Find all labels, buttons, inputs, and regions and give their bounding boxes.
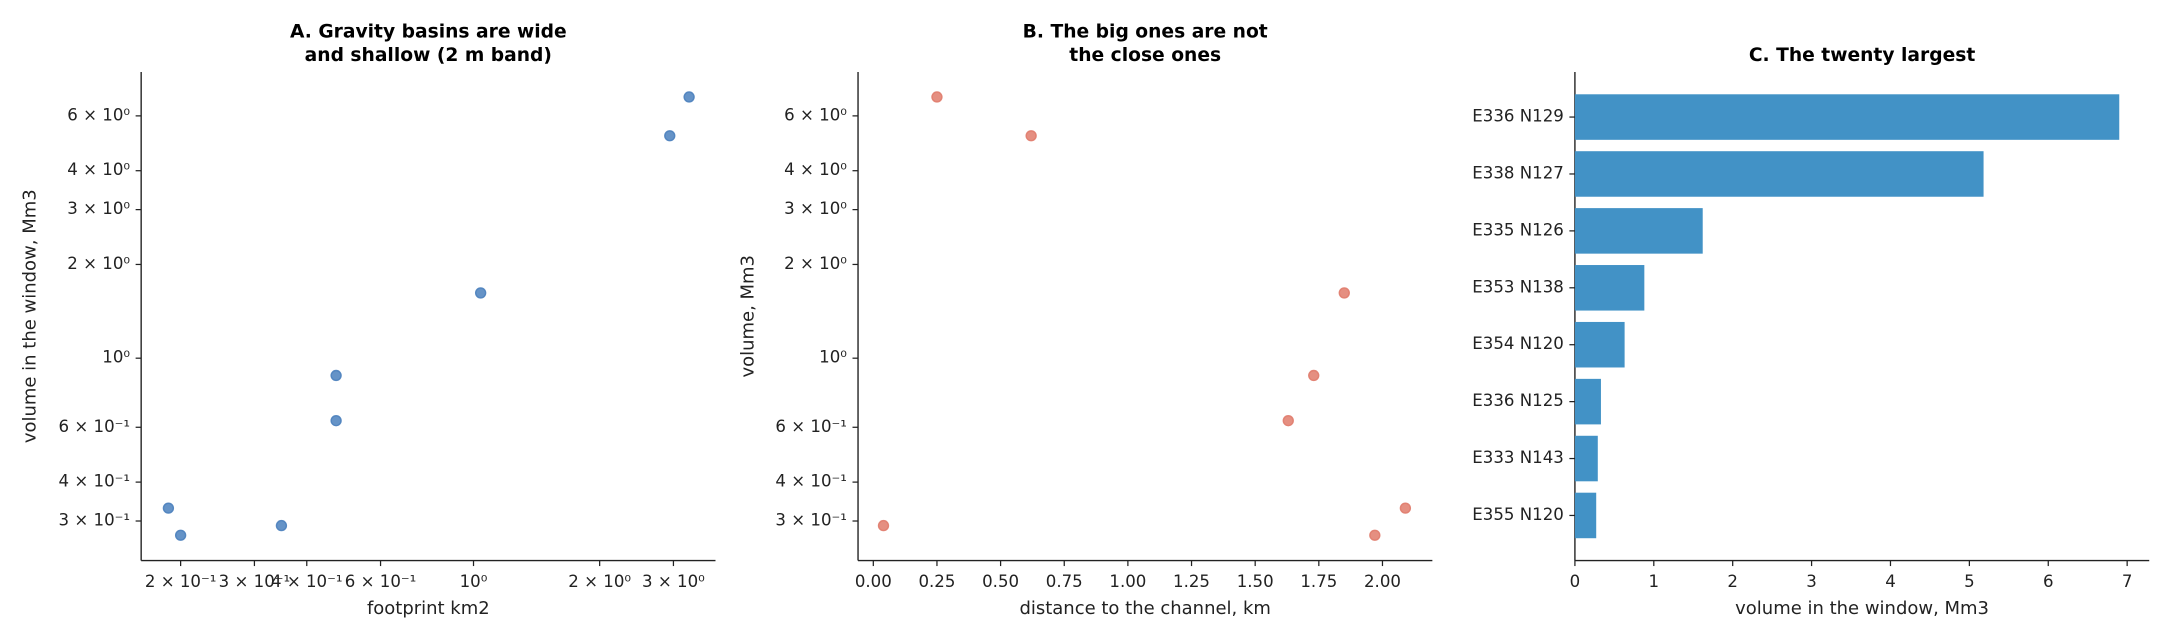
x-tick-label: 10⁰ — [460, 572, 488, 591]
y-tick-label: 4 × 10⁻¹ — [775, 472, 847, 491]
y-tick-label: E336 N125 — [1472, 391, 1564, 410]
point — [174, 529, 187, 541]
bar — [1574, 492, 1597, 539]
x-axis-label: footprint km2 — [367, 598, 490, 619]
y-axis-label: volume in the window, Mm3 — [19, 189, 40, 443]
x-tick-label: 0.00 — [855, 572, 892, 591]
point — [664, 130, 676, 142]
chart-title: B. The big ones are not — [1023, 21, 1268, 42]
y-axis-label: volume, Mm3 — [738, 255, 759, 378]
x-axis-label: volume in the window, Mm3 — [1735, 598, 1989, 619]
x-tick-label: 1 — [1649, 572, 1660, 591]
x-tick-label: 6 × 10⁻¹ — [345, 572, 417, 591]
point — [330, 415, 342, 427]
point — [330, 369, 342, 382]
x-axis-label: distance to the channel, km — [1019, 598, 1270, 619]
panel: A. Gravity basins are wide and shallow (2… — [19, 21, 716, 619]
y-tick-label: E338 N127 — [1472, 163, 1564, 182]
y-tick-label: 3 × 10⁻¹ — [59, 511, 131, 530]
y-tick-label: 4 × 10⁰ — [784, 160, 847, 179]
bar — [1574, 94, 2120, 140]
x-tick-label: 2.00 — [1364, 572, 1401, 591]
x-tick-label: 2 × 10⁻¹ — [145, 572, 217, 591]
x-tick-label: 4 × 10⁻¹ — [271, 572, 343, 591]
panel: C. The twenty largest 0 1 2 3 4 5 6 7 volume in t… — [1472, 45, 2150, 619]
y-tick-label: 2 × 10⁰ — [67, 254, 130, 273]
x-tick-label: 3 × 10⁻¹ — [219, 572, 291, 591]
y-tick-label: 6 × 10⁻¹ — [59, 417, 131, 436]
chart-title: A. Gravity basins are wide — [290, 21, 567, 42]
y-tick-label: E336 N129 — [1472, 107, 1564, 126]
y-tick-label: E354 N120 — [1472, 334, 1564, 353]
y-tick-label: 4 × 10⁰ — [67, 160, 130, 179]
y-tick-label: 10⁰ — [102, 348, 130, 367]
x-tick-label: 3 — [1806, 572, 1817, 591]
bar — [1574, 151, 1984, 197]
point — [1025, 130, 1037, 142]
x-tick-label: 3 × 10⁰ — [642, 572, 705, 591]
x-tick-label: 1.50 — [1237, 572, 1274, 591]
x-tick-label: 4 — [1885, 572, 1896, 591]
y-tick-label: E355 N120 — [1472, 505, 1564, 524]
bar — [1574, 435, 1598, 482]
point — [1369, 529, 1381, 541]
y-tick-label: 6 × 10⁻¹ — [775, 417, 847, 436]
x-tick-label: 1.00 — [1109, 572, 1146, 591]
bar — [1574, 378, 1601, 425]
bar — [1574, 265, 1645, 311]
x-tick-label: 2 × 10⁰ — [568, 572, 631, 591]
x-tick-label: 0 — [1570, 572, 1581, 591]
y-tick-label: 3 × 10⁰ — [784, 199, 847, 218]
point — [162, 502, 175, 514]
point — [474, 287, 487, 299]
point — [1338, 287, 1350, 299]
point — [1308, 369, 1320, 382]
x-tick-label: 2 — [1727, 572, 1738, 591]
bar — [1574, 208, 1703, 254]
chart-title: the close ones — [1069, 45, 1221, 66]
y-tick-label: 3 × 10⁻¹ — [775, 511, 847, 530]
point — [1282, 415, 1294, 427]
y-tick-label: 6 × 10⁰ — [784, 105, 847, 124]
x-tick-label: 6 — [2043, 572, 2054, 591]
y-tick-label: E335 N126 — [1472, 220, 1564, 239]
x-tick-label: 0.75 — [1046, 572, 1083, 591]
point — [275, 519, 288, 532]
y-tick-label: 10⁰ — [819, 348, 847, 367]
x-tick-label: 5 — [1964, 572, 1975, 591]
panel: B. The big ones are not the close ones 0.0… — [738, 21, 1433, 619]
y-tick-label: 3 × 10⁰ — [67, 199, 130, 218]
point — [683, 91, 695, 103]
x-tick-label: 1.25 — [1173, 572, 1210, 591]
y-tick-label: 4 × 10⁻¹ — [59, 472, 131, 491]
x-tick-label: 1.75 — [1300, 572, 1337, 591]
point — [931, 91, 943, 103]
point — [1399, 502, 1412, 514]
y-tick-label: E333 N143 — [1472, 448, 1564, 467]
y-tick-label: E353 N138 — [1472, 277, 1564, 296]
chart-title: and shallow (2 m band) — [305, 45, 552, 66]
x-tick-label: 0.50 — [982, 572, 1019, 591]
x-tick-label: 7 — [2122, 572, 2133, 591]
chart-title: C. The twenty largest — [1749, 45, 1976, 66]
point — [877, 519, 890, 532]
y-tick-label: 6 × 10⁰ — [67, 105, 130, 124]
bar — [1574, 321, 1625, 368]
y-tick-label: 2 × 10⁰ — [784, 254, 847, 273]
x-tick-label: 0.25 — [918, 572, 955, 591]
